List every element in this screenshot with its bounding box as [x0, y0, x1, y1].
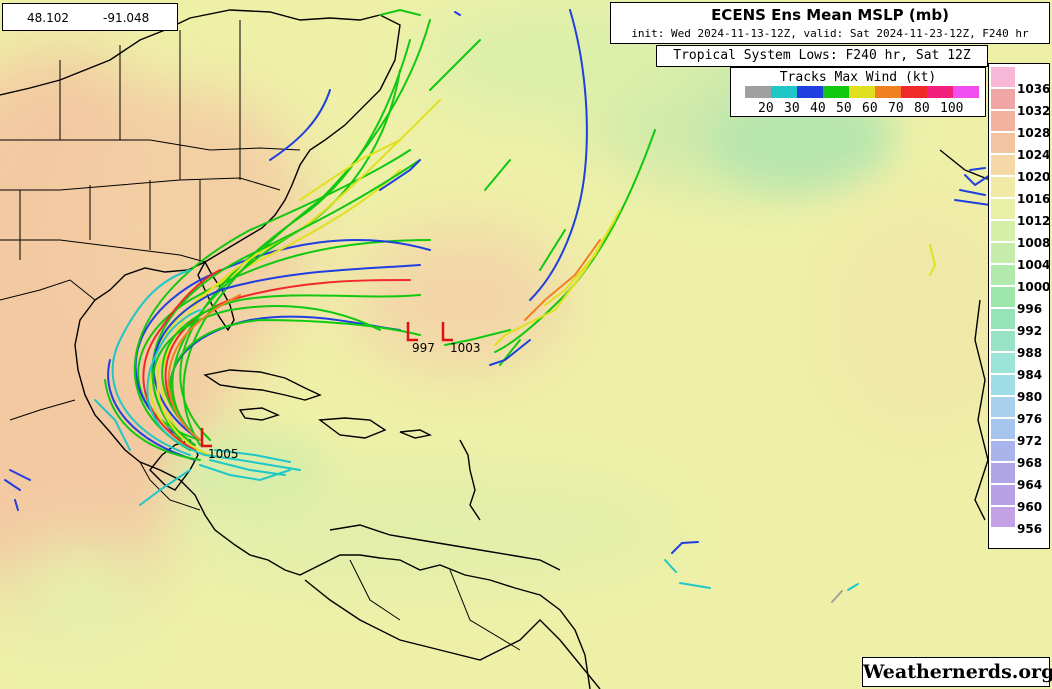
colorbar-label: 1016 — [1017, 192, 1051, 206]
colorbar-cell — [991, 507, 1015, 527]
colorbar-cell — [991, 309, 1015, 329]
colorbar-cell — [991, 375, 1015, 395]
legend-swatch — [953, 86, 979, 98]
track-legend: Tracks Max Wind (kt) 20 30 40 50 60 70 80 100 — [730, 67, 986, 117]
low-label-2: 1003 — [450, 341, 481, 355]
colorbar-cell — [991, 177, 1015, 197]
colorbar-cell — [991, 397, 1015, 417]
colorbar-label: 964 — [1017, 478, 1043, 492]
legend-swatch — [927, 86, 953, 98]
colorbar-label: 976 — [1017, 412, 1043, 426]
colorbar-cell — [991, 67, 1015, 87]
colorbar-label: 992 — [1017, 324, 1043, 338]
legend-label: 100 — [940, 101, 964, 116]
colorbar-label: 1008 — [1017, 236, 1051, 250]
colorbar-label: 968 — [1017, 456, 1043, 470]
legend-label: 40 — [810, 101, 826, 116]
colorbar-label: 980 — [1017, 390, 1043, 404]
legend-swatches — [745, 86, 979, 98]
colorbar-cell — [991, 287, 1015, 307]
low-marker-2 — [441, 322, 453, 342]
colorbar-label: 988 — [1017, 346, 1043, 360]
colorbar-cell — [991, 419, 1015, 439]
colorbar-label: 996 — [1017, 302, 1043, 316]
colorbar-cell — [991, 199, 1015, 219]
low-marker-3 — [200, 428, 212, 448]
legend-label: 30 — [784, 101, 800, 116]
ensemble-tracks — [4, 8, 991, 603]
legend-title: Tracks Max Wind (kt) — [779, 70, 937, 85]
longitude-readout: -91.048 — [103, 11, 150, 25]
colorbar-cell — [991, 243, 1015, 263]
legend-label: 60 — [862, 101, 878, 116]
colorbar-label: 1036 — [1017, 82, 1051, 96]
colorbar-cell — [991, 265, 1015, 285]
legend-swatch — [797, 86, 823, 98]
legend-label: 70 — [888, 101, 904, 116]
watermark: Weathernerds.org — [862, 657, 1052, 687]
low-markers: 997 1003 1005 — [200, 322, 481, 461]
legend-labels: 20 30 40 50 60 70 80 100 — [758, 101, 966, 116]
colorbar-label: 984 — [1017, 368, 1043, 382]
colorbar-label: 1020 — [1017, 170, 1051, 184]
colorbar-label: 956 — [1017, 522, 1043, 536]
colorbar-label: 1000 — [1017, 280, 1051, 294]
legend-swatch — [875, 86, 901, 98]
legend-swatch — [771, 86, 797, 98]
colorbar-cell — [991, 155, 1015, 175]
page-title: ECENS Ens Mean MSLP (mb) — [711, 6, 949, 24]
colorbar-cell — [991, 133, 1015, 153]
colorbar-label: 1028 — [1017, 126, 1051, 140]
run-info: init: Wed 2024-11-13-12Z, valid: Sat 202… — [631, 27, 1029, 40]
colorbar-cell — [991, 331, 1015, 351]
legend-swatch — [901, 86, 927, 98]
colorbar-label: 1012 — [1017, 214, 1051, 228]
legend-swatch — [849, 86, 875, 98]
colorbar-label: 960 — [1017, 500, 1043, 514]
low-marker-1 — [406, 322, 418, 342]
lows-header: Tropical System Lows: F240 hr, Sat 12Z — [656, 45, 988, 67]
colorbar-label: 1024 — [1017, 148, 1051, 162]
colorbar-cell — [991, 463, 1015, 483]
legend-label: 20 — [758, 101, 774, 116]
colorbar-label: 972 — [1017, 434, 1043, 448]
colorbar-cell — [991, 111, 1015, 131]
colorbar-cell — [991, 441, 1015, 461]
legend-swatch — [823, 86, 849, 98]
colorbar-cell — [991, 353, 1015, 373]
colorbar-cell — [991, 221, 1015, 241]
latitude-readout: 48.102 — [27, 11, 69, 25]
cursor-coordinates: 48.102 -91.048 — [2, 3, 178, 31]
legend-label: 50 — [836, 101, 852, 116]
low-label-3: 1005 — [208, 447, 239, 461]
title-panel: ECENS Ens Mean MSLP (mb) init: Wed 2024-… — [610, 2, 1050, 44]
legend-swatch — [745, 86, 771, 98]
political-borders — [0, 20, 521, 651]
colorbar-label: 1004 — [1017, 258, 1051, 272]
colorbar-cell — [991, 89, 1015, 109]
colorbar-label: 1032 — [1017, 104, 1051, 118]
low-label-1: 997 — [412, 341, 435, 355]
legend-label: 80 — [914, 101, 930, 116]
pressure-colorbar: 1036 1032 1028 1024 1020 1016 1012 1008 1004 1000… — [988, 63, 1050, 549]
colorbar-cell — [991, 485, 1015, 505]
